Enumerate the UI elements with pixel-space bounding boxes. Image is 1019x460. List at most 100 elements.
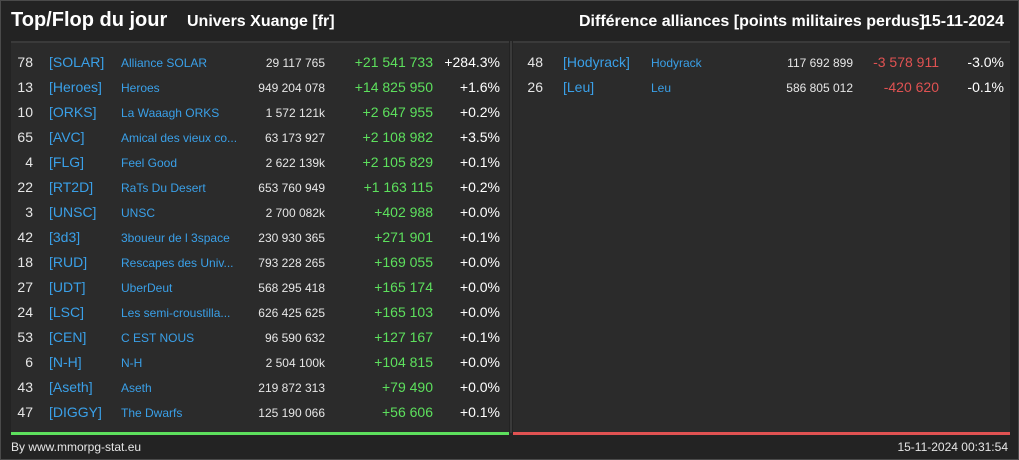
rank-cell: 22 xyxy=(17,179,33,195)
diff-cell: +271 901 xyxy=(374,229,433,245)
diff-cell: +2 105 829 xyxy=(362,154,433,170)
table-row: 24 [LSC] Les semi-croustilla... 626 425 625… xyxy=(11,300,509,325)
diff-cell: +127 167 xyxy=(374,329,433,345)
points-cell: 653 760 949 xyxy=(258,181,325,195)
alliance-tag-link[interactable]: [Aseth] xyxy=(49,379,93,395)
alliance-tag-link[interactable]: [ORKS] xyxy=(49,104,97,120)
table-row: 13 [Heroes] Heroes 949 204 078 +14 825 950 +1… xyxy=(11,75,509,100)
alliance-name-link[interactable]: Alliance SOLAR xyxy=(121,56,208,70)
percent-cell: +3.5% xyxy=(459,129,500,145)
alliance-tag-link[interactable]: [AVC] xyxy=(49,129,85,145)
alliance-name-link[interactable]: N-H xyxy=(121,356,143,370)
percent-cell: -3.0% xyxy=(967,54,1004,70)
rank-cell: 27 xyxy=(17,279,33,295)
rank-cell: 65 xyxy=(17,129,33,145)
alliance-name-link[interactable]: Feel Good xyxy=(121,156,178,170)
alliance-tag-link[interactable]: [UDT] xyxy=(49,279,86,295)
points-cell: 117 692 899 xyxy=(787,56,853,70)
rank-cell: 10 xyxy=(17,104,33,120)
points-cell: 219 872 313 xyxy=(258,381,325,395)
universe-label: Univers Xuange [fr] xyxy=(187,13,335,30)
alliance-name-link[interactable]: The Dwarfs xyxy=(121,406,183,420)
alliance-name-link[interactable]: Aseth xyxy=(121,381,152,395)
alliance-tag-link[interactable]: [RUD] xyxy=(49,254,88,270)
alliance-tag-link[interactable]: [N-H] xyxy=(49,354,82,370)
header: Top/Flop du jour Univers Xuange [fr] Dif… xyxy=(1,1,1019,41)
alliance-name-link[interactable]: 3boueur de l 3space xyxy=(121,231,230,245)
alliance-tag-link[interactable]: [SOLAR] xyxy=(49,54,105,70)
points-cell: 1 572 121k xyxy=(265,106,325,120)
rank-cell: 78 xyxy=(17,54,33,70)
alliance-name-link[interactable]: UNSC xyxy=(121,206,156,220)
percent-cell: +1.6% xyxy=(459,79,500,95)
diff-cell: -3 578 911 xyxy=(873,54,939,70)
diff-cell: +79 490 xyxy=(382,379,433,395)
points-cell: 586 805 012 xyxy=(786,81,853,95)
alliance-name-link[interactable]: Leu xyxy=(651,81,672,95)
alliance-name-link[interactable]: Hodyrack xyxy=(651,56,702,70)
percent-cell: +0.0% xyxy=(459,304,500,320)
points-cell: 2 504 100k xyxy=(265,356,325,370)
table-row: 4 [FLG] Feel Good 2 622 139k +2 105 829 +0.1% xyxy=(11,150,509,175)
percent-cell: +0.1% xyxy=(459,154,500,170)
diff-cell: +169 055 xyxy=(374,254,433,270)
rank-cell: 6 xyxy=(25,354,33,370)
rank-cell: 43 xyxy=(17,379,33,395)
table-row: 43 [Aseth] Aseth 219 872 313 +79 490 +0.0% xyxy=(11,375,509,400)
alliance-name-link[interactable]: C EST NOUS xyxy=(121,331,195,345)
points-cell: 230 930 365 xyxy=(258,231,325,245)
rank-cell: 53 xyxy=(17,329,33,345)
alliance-tag-link[interactable]: [Hodyrack] xyxy=(563,54,630,70)
diff-cell: +14 825 950 xyxy=(354,79,433,95)
percent-cell: +0.2% xyxy=(459,104,500,120)
alliance-name-link[interactable]: UberDeut xyxy=(121,281,173,295)
points-cell: 949 204 078 xyxy=(258,81,325,95)
footer-credit: By www.mmorpg-stat.eu xyxy=(11,440,142,454)
table-row: 53 [CEN] C EST NOUS 96 590 632 +127 167 +0.1% xyxy=(11,325,509,350)
alliance-tag-link[interactable]: [UNSC] xyxy=(49,204,97,220)
alliance-name-link[interactable]: Heroes xyxy=(121,81,160,95)
header-date: 15-11-2024 xyxy=(923,13,1004,30)
percent-cell: +0.1% xyxy=(459,404,500,420)
rank-cell: 42 xyxy=(17,229,33,245)
alliance-tag-link[interactable]: [RT2D] xyxy=(49,179,94,195)
table-row: 10 [ORKS] La Waaagh ORKS 1 572 121k +2 647 9… xyxy=(11,100,509,125)
alliance-tag-link[interactable]: [CEN] xyxy=(49,329,87,345)
rank-cell: 4 xyxy=(25,154,33,170)
alliance-name-link[interactable]: Amical des vieux co... xyxy=(121,131,238,145)
alliance-name-link[interactable]: Les semi-croustilla... xyxy=(121,306,231,320)
table-row: 26 [Leu] Leu 586 805 012 -420 620 -0.1% xyxy=(513,75,1010,100)
diff-cell: +165 174 xyxy=(374,279,433,295)
alliance-tag-link[interactable]: [FLG] xyxy=(49,154,85,170)
diff-cell: +104 815 xyxy=(374,354,433,370)
table-row: 48 [Hodyrack] Hodyrack 117 692 899 -3 578 91… xyxy=(513,50,1010,75)
rank-cell: 24 xyxy=(17,304,33,320)
diff-cell: +56 606 xyxy=(382,404,433,420)
alliance-name-link[interactable]: Rescapes des Univ... xyxy=(121,256,234,270)
alliance-tag-link[interactable]: [DIGGY] xyxy=(49,404,102,420)
alliance-tag-link[interactable]: [LSC] xyxy=(49,304,85,320)
percent-cell: +0.0% xyxy=(459,279,500,295)
alliance-name-link[interactable]: RaTs Du Desert xyxy=(121,181,206,195)
points-cell: 125 190 066 xyxy=(258,406,325,420)
alliance-tag-link[interactable]: [Leu] xyxy=(563,79,595,95)
points-cell: 626 425 625 xyxy=(258,306,325,320)
alliance-name-link[interactable]: La Waaagh ORKS xyxy=(121,106,220,120)
top-accent-bar xyxy=(11,432,509,435)
percent-cell: +0.0% xyxy=(459,379,500,395)
diff-cell: +2 108 982 xyxy=(362,129,433,145)
diff-cell: +2 647 955 xyxy=(362,104,433,120)
page-subtitle: Différence alliances [points militaires … xyxy=(579,13,925,30)
percent-cell: +0.2% xyxy=(459,179,500,195)
alliance-tag-link[interactable]: [3d3] xyxy=(49,229,81,245)
diff-cell: +1 163 115 xyxy=(363,179,433,195)
table-row: 18 [RUD] Rescapes des Univ... 793 228 265 +1… xyxy=(11,250,509,275)
percent-cell: +0.0% xyxy=(459,204,500,220)
diff-cell: -420 620 xyxy=(883,79,939,95)
rank-cell: 47 xyxy=(17,404,33,420)
rank-cell: 3 xyxy=(25,204,33,220)
panel-divider xyxy=(510,41,512,433)
table-row: 3 [UNSC] UNSC 2 700 082k +402 988 +0.0% xyxy=(11,200,509,225)
alliance-tag-link[interactable]: [Heroes] xyxy=(49,79,102,95)
